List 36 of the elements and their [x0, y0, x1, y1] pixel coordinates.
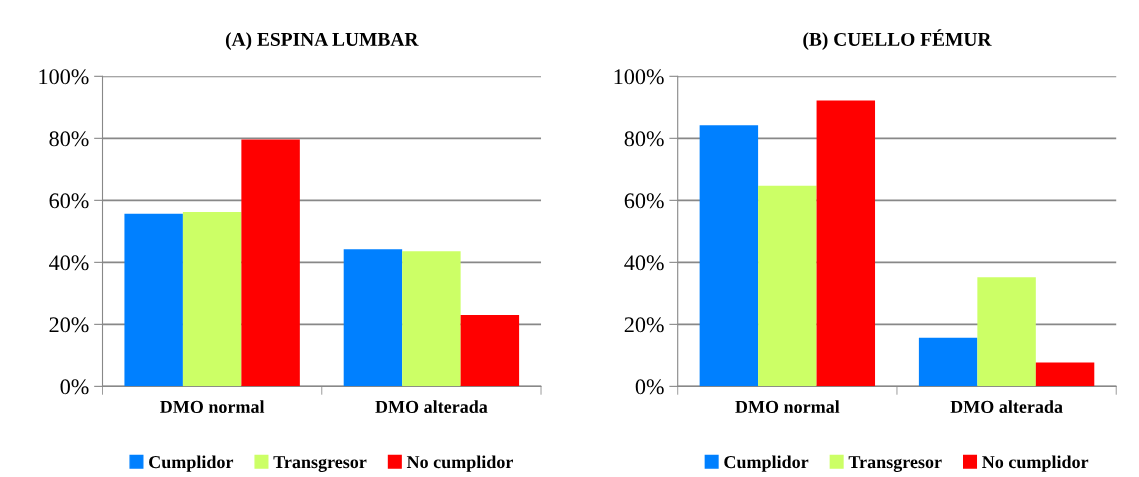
- bar: [241, 139, 300, 387]
- x-tick-label: DMO alterada: [950, 400, 1063, 413]
- chart-title: (B) CUELLO FÉMUR: [803, 29, 992, 50]
- legend-label: Transgresor: [848, 456, 942, 472]
- y-tick-label: 100%: [614, 69, 664, 85]
- legend-label: Cumplidor: [724, 455, 809, 472]
- bar: [699, 125, 759, 387]
- bar: [124, 213, 183, 387]
- y-tick-label: 20%: [624, 317, 664, 333]
- y-tick-label: 80%: [624, 131, 664, 147]
- x-tick-label: DMO normal: [160, 400, 265, 413]
- legend-label: Cumplidor: [149, 455, 234, 472]
- y-tick-label: 60%: [49, 193, 89, 209]
- chart-title: (A) ESPINA LUMBAR: [225, 32, 419, 50]
- y-tick-label: 0%: [635, 379, 664, 395]
- y-tick-label: 20%: [49, 317, 89, 333]
- y-tick-label: 80%: [49, 131, 89, 147]
- bar: [343, 249, 403, 387]
- y-tick-label: 0%: [60, 379, 89, 395]
- x-tick-label: DMO normal: [735, 400, 840, 413]
- bar: [918, 337, 978, 387]
- legend-label: No cumplidor: [406, 455, 513, 472]
- legend-label: No cumplidor: [982, 455, 1089, 472]
- bar: [816, 100, 876, 387]
- bar: [1035, 362, 1095, 387]
- bar: [182, 212, 242, 387]
- bar: [977, 277, 1036, 387]
- y-tick-label: 40%: [624, 255, 664, 271]
- y-tick-label: 40%: [49, 255, 89, 271]
- legend-label: Transgresor: [273, 456, 367, 472]
- y-tick-label: 60%: [624, 193, 664, 209]
- bar: [402, 251, 461, 387]
- bar: [758, 185, 817, 387]
- bar: [460, 315, 520, 387]
- y-tick-label: 100%: [39, 69, 89, 85]
- x-tick-label: DMO alterada: [375, 400, 488, 413]
